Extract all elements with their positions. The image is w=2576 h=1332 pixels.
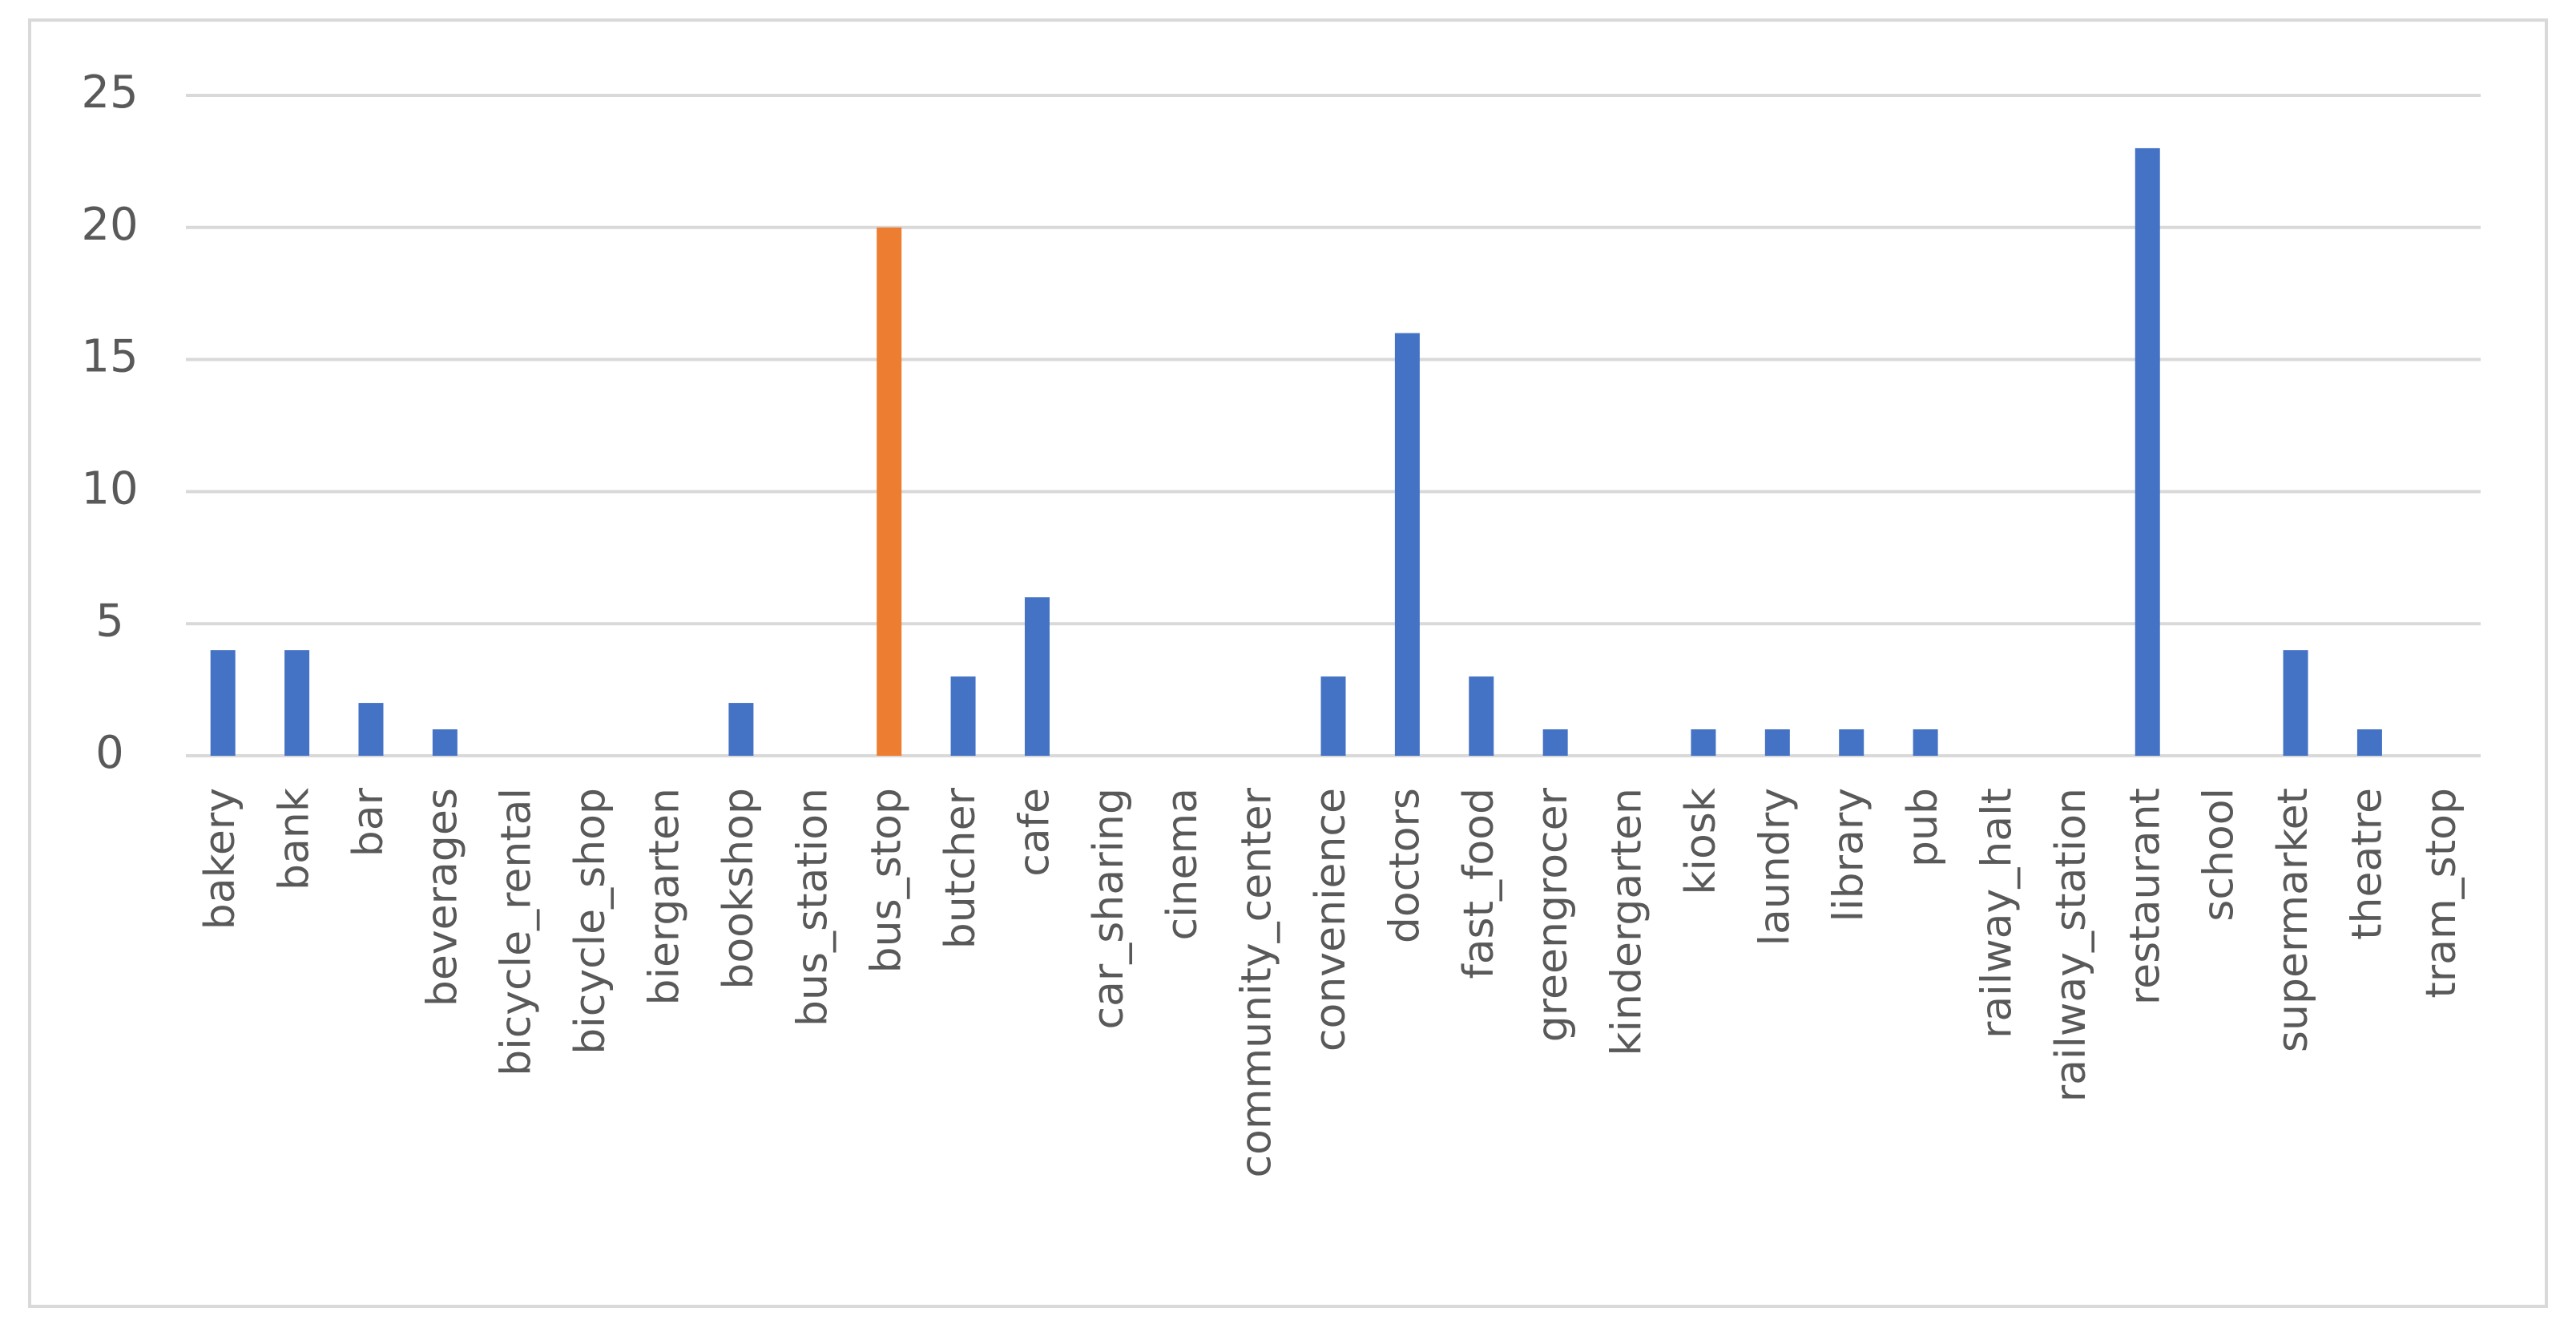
bar: [1542, 729, 1568, 756]
bar: [1469, 676, 1494, 756]
x-tick-label: tram_stop: [2417, 788, 2465, 999]
bar: [284, 650, 310, 756]
x-tick-label: bookshop: [715, 788, 763, 990]
bar: [358, 703, 384, 756]
bar: [1024, 597, 1050, 756]
bar: [1320, 676, 1346, 756]
x-tick-label: greengrocer: [1529, 787, 1577, 1042]
x-tick-label: cinema: [1159, 788, 1207, 941]
x-tick-label: bus_stop: [863, 788, 911, 973]
x-tick-label: cafe: [1010, 788, 1058, 877]
x-tick-label: biergarten: [641, 788, 689, 1006]
x-tick-label: bicycle_rental: [493, 788, 541, 1076]
y-tick-label: 15: [81, 331, 138, 383]
x-tick-label: supermarket: [2269, 788, 2317, 1052]
bar: [2356, 729, 2382, 756]
x-tick-label: butcher: [937, 787, 985, 949]
x-tick-label: community_center: [1233, 787, 1281, 1177]
x-tick-label: bus_station: [788, 788, 836, 1027]
x-tick-label: railway_halt: [1973, 788, 2021, 1039]
bar: [1394, 333, 1420, 756]
bar: [432, 729, 458, 756]
bar: [1691, 729, 1716, 756]
bar: [210, 650, 236, 756]
x-tick-label: pub: [1899, 788, 1947, 867]
bar: [950, 676, 976, 756]
bar: [2135, 147, 2160, 757]
x-tick-label: fast_food: [1455, 788, 1503, 979]
bar: [1764, 729, 1790, 756]
x-tick-label: bank: [271, 788, 319, 890]
x-tick-label: library: [1825, 788, 1873, 922]
chart-border: [28, 18, 2548, 1308]
x-tick-label: beverages: [418, 788, 466, 1007]
x-tick-label: theatre: [2343, 788, 2391, 940]
bar: [728, 703, 754, 756]
y-tick-label: 25: [81, 67, 138, 119]
y-tick-label: 5: [95, 595, 124, 647]
x-tick-label: kindergarten: [1603, 788, 1651, 1056]
bar: [1913, 729, 1938, 756]
y-tick-label: 10: [81, 463, 138, 515]
x-tick-label: school: [2195, 788, 2243, 922]
y-tick-label: 20: [81, 199, 138, 251]
y-tick-label: 0: [95, 727, 124, 779]
x-tick-label: bar: [345, 787, 393, 857]
x-tick-label: kiosk: [1677, 788, 1725, 895]
x-tick-label: bakery: [196, 788, 244, 930]
bar: [877, 227, 902, 756]
x-tick-label: railway_station: [2047, 788, 2095, 1102]
x-tick-label: bicycle_shop: [566, 788, 615, 1055]
x-tick-label: restaurant: [2121, 788, 2169, 1005]
x-tick-label: car_sharing: [1085, 788, 1133, 1030]
x-tick-label: laundry: [1751, 788, 1799, 946]
x-tick-label: convenience: [1307, 788, 1355, 1051]
bar: [1839, 729, 1864, 756]
x-tick-label: doctors: [1381, 788, 1429, 943]
bar: [2283, 650, 2308, 756]
